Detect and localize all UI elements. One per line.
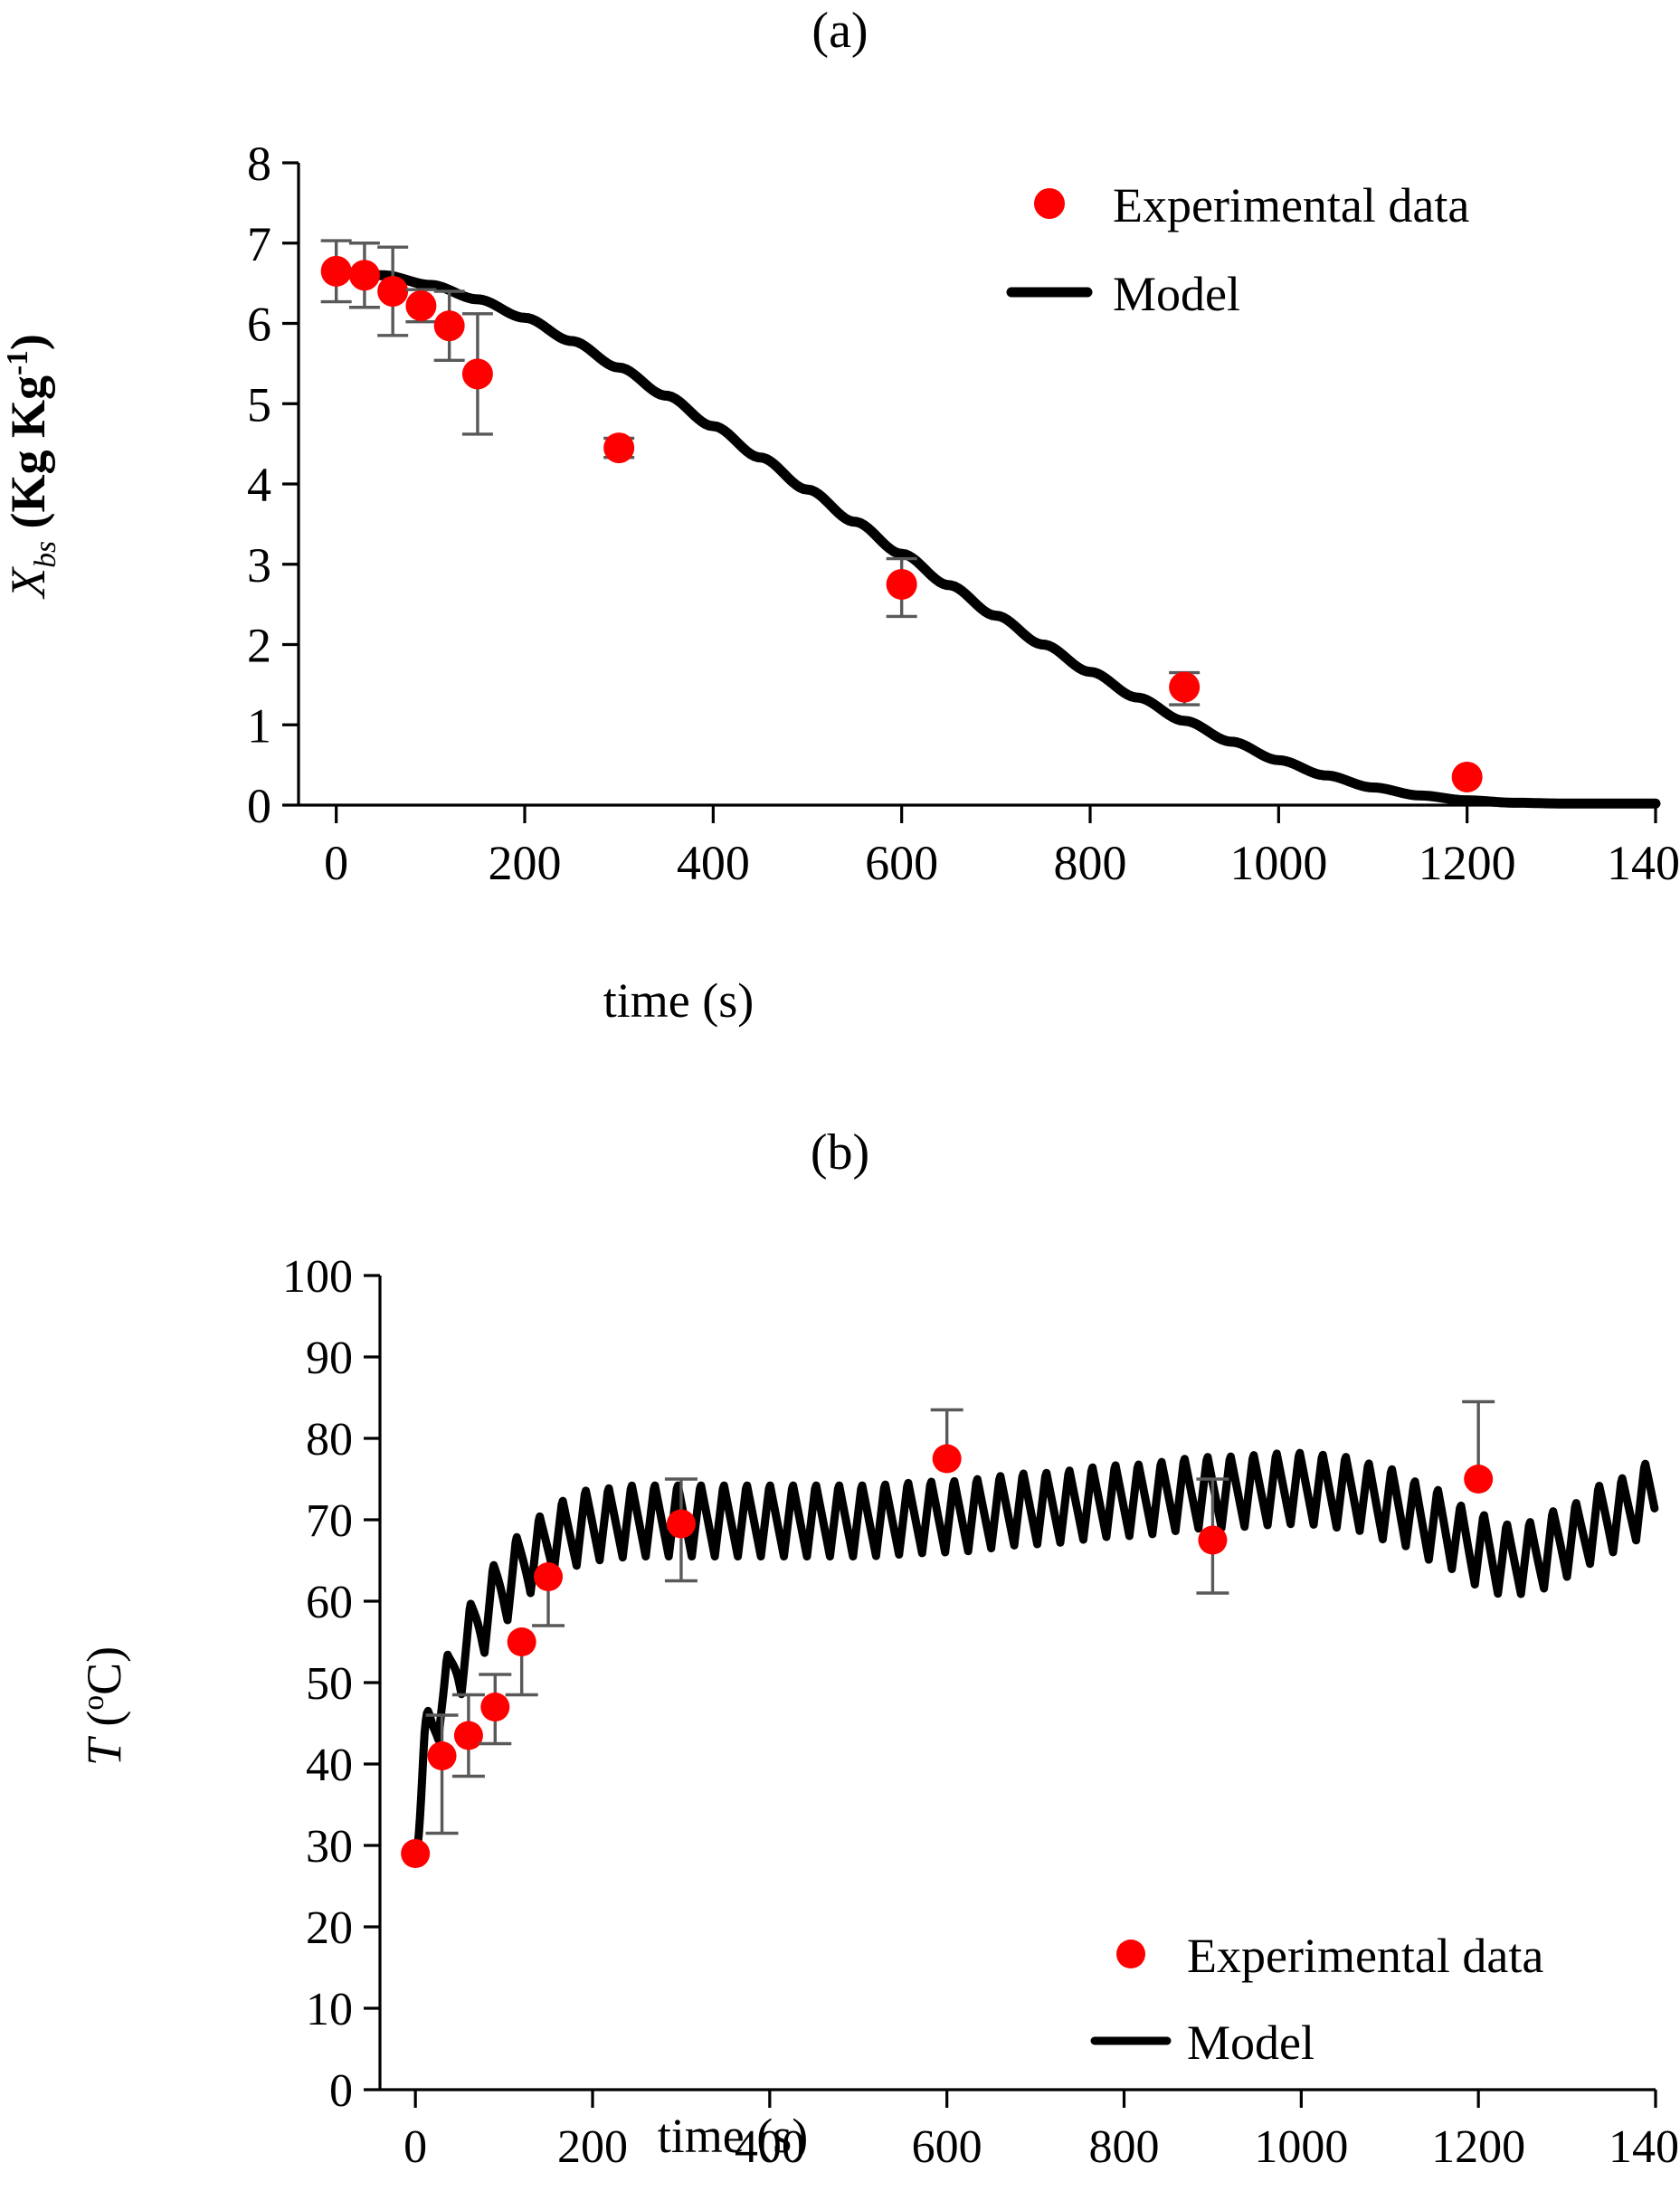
panel-a-data-point: [405, 289, 437, 321]
panel-a-data-point: [348, 260, 380, 291]
panel-b-y-axis-label: T (oC): [77, 1646, 131, 1767]
panel-a-y-tick-label: 5: [247, 377, 271, 432]
panel-a-title: (a): [812, 3, 868, 59]
panel-a-data-point: [433, 310, 465, 342]
panel-a-y-tick-label: 7: [247, 217, 271, 271]
panel-a-x-tick-label: 600: [865, 836, 938, 890]
panel-a-plot: 0 1 2 3 4 5 6 7 8 0 200 400 600 800 1000 1200 1400 Experi…: [181, 137, 1680, 890]
panel-a-x-tick-label: 0: [324, 836, 348, 890]
panel-b-y-tick-label: 10: [306, 1984, 353, 2035]
panel-b-y-tick-label: 40: [306, 1740, 353, 1791]
panel-b-legend-marker-experimental: [1116, 1940, 1145, 1968]
panel-b-legend-label-model: Model: [1187, 2016, 1315, 2070]
panel-b-data-point: [427, 1741, 457, 1770]
panel-a-x-tick-label: 1200: [1419, 836, 1516, 890]
panel-b-x-tick-label: 0: [403, 2121, 427, 2173]
panel-a-y-tick-label: 1: [247, 698, 271, 753]
panel-b-model-curve: [411, 1448, 1659, 1858]
panel-a-x-tick-label: 400: [677, 836, 750, 890]
panel-a-x-axis-label: time (s): [603, 973, 755, 1028]
panel-b-y-tick-label: 90: [306, 1333, 353, 1384]
panel-a-y-tick-label: 4: [247, 458, 271, 512]
panel-b-x-axis-label: time (s): [657, 2109, 809, 2163]
panel-a-data-point: [1451, 761, 1483, 792]
panel-b-x-tick-label: 1000: [1254, 2121, 1348, 2173]
panel-a-y-tick-label: 8: [247, 137, 271, 191]
panel-a-legend-label-model: Model: [1113, 267, 1240, 321]
panel-a-y-axis-label: Xbs (Kg Kg-1): [1, 334, 62, 598]
panel-a-x-tick-label: 800: [1054, 836, 1127, 890]
panel-b-legend-label-experimental: Experimental data: [1187, 1929, 1543, 1983]
panel-b-x-tick-label: 1400: [1609, 2121, 1680, 2173]
panel-b-y-tick-label: 50: [306, 1658, 353, 1710]
panel-b-y-tick-label: 60: [306, 1577, 353, 1628]
panel-a-x-tick-label: 1400: [1607, 836, 1680, 890]
panel-b-y-tick-label: 70: [306, 1495, 353, 1547]
panel-a-y-tick-label: 6: [247, 298, 271, 352]
panel-b-data-point: [453, 1721, 483, 1750]
panel-a-model-curve: [331, 268, 1661, 809]
panel-b-y-tick-label: 80: [306, 1414, 353, 1465]
panel-a-legend-label-experimental: Experimental data: [1113, 178, 1469, 232]
panel-b-y-tick-label: 20: [306, 1902, 353, 1954]
panel-a-data-point: [377, 276, 409, 307]
panel-b-data-point: [480, 1693, 510, 1722]
panel-a-data-point: [320, 255, 352, 287]
panel-b-y-tick-label: 0: [329, 2065, 353, 2117]
panel-a-data-point: [461, 358, 493, 390]
panel-b-x-tick-label: 1200: [1431, 2121, 1525, 2173]
panel-b-data-point: [666, 1509, 696, 1539]
panel-a-svg: 0 1 2 3 4 5 6 7 8 0 200 400 600 800 1000 1200 1400 Experi…: [247, 137, 1680, 890]
panel-a-legend-marker-experimental: [1034, 188, 1065, 219]
panel-a-data-point: [603, 432, 635, 464]
panel-a-x-tick-label: 1000: [1229, 836, 1327, 890]
panel-b-x-tick-label: 800: [1089, 2121, 1160, 2173]
panel-b-x-tick-label: 400: [735, 2121, 805, 2173]
panel-a-x-tick-label: 200: [489, 836, 562, 890]
panel-b-data-point: [1198, 1525, 1228, 1555]
panel-a-data-point: [1169, 671, 1201, 703]
panel-a-y-tick-label: 2: [247, 619, 271, 673]
panel-b-title: (b): [810, 1124, 870, 1181]
panel-b-data-point: [534, 1562, 564, 1591]
panel-a-y-tick-label: 0: [247, 779, 271, 833]
panel-b-data-point: [507, 1627, 536, 1656]
panel-a-y-tick-label: 3: [247, 538, 271, 593]
panel-b-data-point: [932, 1444, 962, 1474]
panel-b-x-tick-label: 600: [912, 2121, 982, 2173]
panel-b-x-tick-label: 200: [557, 2121, 628, 2173]
panel-b-data-point: [401, 1839, 431, 1868]
panel-a-data-point: [886, 568, 917, 600]
panel-b-plot: 0 10 20 30 40 50 60 70 80 90 100 0 200 400 600 800 1000 1…: [244, 1251, 1680, 2189]
panel-b-y-tick-label: 30: [306, 1821, 353, 1873]
panel-b-y-tick-label: 100: [282, 1251, 353, 1303]
panel-b-data-point: [1464, 1465, 1494, 1494]
